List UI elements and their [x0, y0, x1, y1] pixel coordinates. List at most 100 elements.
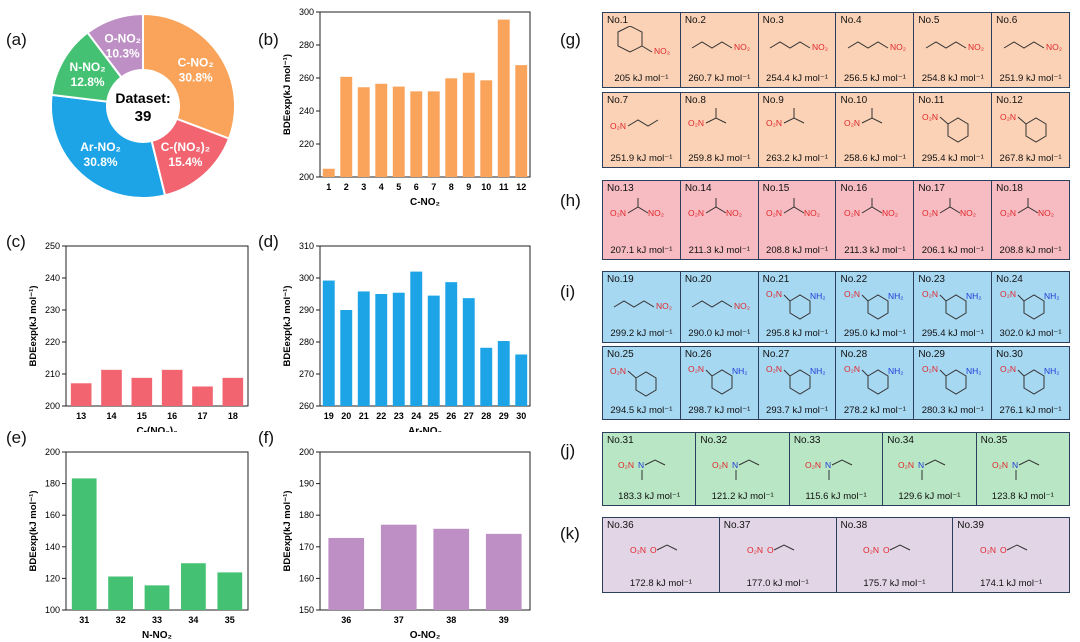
bar-37	[380, 524, 417, 610]
molecule-structure: O₂N NO₂	[688, 198, 742, 218]
pie-center-value: 39	[135, 108, 152, 125]
pie-slice-4	[86, 12, 144, 79]
bar-1	[322, 168, 335, 177]
molecule-cell: No.16 O₂N NO₂ 211.3 kJ mol⁻¹	[835, 181, 913, 259]
atom-label: NH₂	[888, 291, 904, 301]
molecule-number: No.25	[607, 349, 634, 360]
bar-chart-n-no2: 100 120 140 160 180 200 31 32 33 34 35 N-NO₂ BDEexp(…	[28, 447, 249, 641]
y-tick-label: 140	[45, 542, 60, 552]
molecule-cell: No.7 O₂N 251.9 kJ mol⁻¹	[603, 93, 680, 167]
molecule-number: No.26	[684, 349, 712, 360]
y-tick-label: 280	[299, 40, 314, 50]
molecule-cell: No.8 O₂N 259.8 kJ mol⁻¹	[679, 93, 758, 167]
plot-frame	[319, 245, 531, 407]
molecule-cell: No.18 O₂N NO₂ 208.8 kJ mol⁻¹	[991, 181, 1069, 259]
y-tick-label: 210	[45, 369, 60, 379]
molecule-structure: O₂N N	[992, 459, 1040, 480]
y-tick-label: 180	[299, 510, 314, 520]
molecule-cell: No.1 NO₂ 205 kJ mol⁻¹	[603, 13, 680, 87]
plot-frame	[319, 451, 531, 611]
bar-25	[427, 295, 440, 406]
bond-line	[861, 206, 883, 214]
y-tick-label: 200	[299, 447, 314, 457]
bar-chart-o-no2: 150 160 170 180 190 200 36 37 38 39 O-NO₂ BDEexp(kJ…	[282, 447, 531, 641]
x-tick-label: 23	[394, 411, 404, 421]
y-tick-label: 100	[45, 605, 60, 615]
molecule-bde-value: 299.2 kJ mol⁻¹	[610, 328, 673, 339]
molecule-number: No.15	[762, 183, 790, 194]
molecule-number: No.37	[723, 520, 751, 531]
atom-label: N	[732, 460, 738, 470]
ring	[789, 369, 811, 395]
atom-label: O₂N	[844, 208, 860, 218]
molecule-cell: No.35 O₂N N 123.8 kJ mol⁻¹	[975, 433, 1069, 505]
atom-label: O₂N	[922, 289, 938, 299]
bar-22	[375, 294, 388, 406]
molecule-bde-value: 211.3 kJ mol⁻¹	[844, 245, 906, 256]
molecule-cell: No.11 O₂N 295.4 kJ mol⁻¹	[913, 93, 991, 167]
bar-27	[462, 298, 475, 406]
bond-line	[642, 45, 653, 53]
x-tick-label: 5	[396, 182, 401, 192]
bond-line	[656, 544, 678, 551]
bar-5	[392, 86, 405, 177]
molecule-number: No.5	[918, 15, 940, 26]
panel-label-b: (b)	[258, 30, 279, 49]
pie-pct-0: 30.8%	[179, 71, 213, 85]
plot-frame	[319, 11, 531, 178]
molecule-structure: O₂N NO₂	[844, 198, 898, 218]
x-tick-label: 15	[137, 411, 147, 421]
atom-label: O₂N	[688, 118, 704, 128]
molecule-bde-value: 174.1 kJ mol⁻¹	[980, 578, 1043, 589]
atom-label: NH₂	[1044, 291, 1060, 301]
molecule-structure: O₂N N	[805, 459, 853, 480]
molecule-bde-value: 115.6 kJ mol⁻¹	[805, 491, 867, 502]
x-tick-label: 16	[167, 411, 177, 421]
table-g-row-2: No.7 O₂N 251.9 kJ mol⁻¹ No.8 O₂N 259.8 kJ mol…	[602, 92, 1070, 168]
x-tick-label: 32	[116, 615, 126, 625]
molecule-cell: No.3 NO₂ 254.4 kJ mol⁻¹	[757, 13, 836, 87]
molecule-structure: O₂N N	[618, 459, 666, 480]
atom-label: O₂N	[844, 118, 860, 128]
x-tick-label: 34	[188, 615, 198, 625]
molecule-number: No.34	[887, 435, 914, 446]
molecule-cell: No.29 O₂N NH₂ 280.3 kJ mol⁻¹	[913, 347, 991, 419]
bar-4	[375, 83, 388, 177]
y-axis-label: BDEexp(kJ mol⁻¹)	[282, 54, 293, 135]
ring	[867, 369, 889, 395]
molecule-cell: No.20 NO₂ 290.0 kJ mol⁻¹	[679, 272, 758, 342]
molecule-bde-value: 260.7 kJ mol⁻¹	[688, 73, 751, 84]
bond-line	[783, 117, 805, 124]
bond-line	[614, 300, 655, 308]
bond-line	[1017, 369, 1024, 377]
bar-23	[392, 292, 405, 406]
atom-label: O₂N	[844, 289, 860, 299]
bond-line	[691, 300, 733, 308]
x-tick-label: 20	[341, 411, 351, 421]
atom-label: O₂N	[766, 208, 782, 218]
atom-label: O₂N	[844, 364, 860, 374]
bar-38	[433, 528, 470, 610]
molecule-number: No.12	[996, 95, 1023, 106]
x-tick-label: 37	[394, 615, 404, 625]
x-tick-label: 17	[197, 411, 207, 421]
molecule-structure: NO₂	[1003, 41, 1062, 52]
ring	[1025, 117, 1047, 143]
molecule-structure: NO₂	[691, 300, 750, 311]
bar-16	[161, 369, 183, 406]
panel-label-e: (e)	[6, 428, 27, 447]
atom-label: O₂N	[618, 460, 634, 470]
molecule-structure: O₂N NO₂	[610, 198, 664, 218]
y-tick-label: 160	[299, 573, 314, 583]
molecule-number: No.33	[793, 435, 821, 446]
y-tick-label: 180	[45, 479, 60, 489]
molecule-cell: No.9 O₂N 263.2 kJ mol⁻¹	[757, 93, 836, 167]
bond-line	[783, 206, 805, 214]
atom-label: NH₂	[732, 366, 748, 376]
molecule-number: No.38	[840, 520, 868, 531]
panel-label-h: (h)	[560, 191, 581, 210]
atom-label: NO₂	[804, 208, 820, 218]
atom-label: O₂N	[610, 121, 626, 131]
bar-19	[322, 280, 335, 406]
